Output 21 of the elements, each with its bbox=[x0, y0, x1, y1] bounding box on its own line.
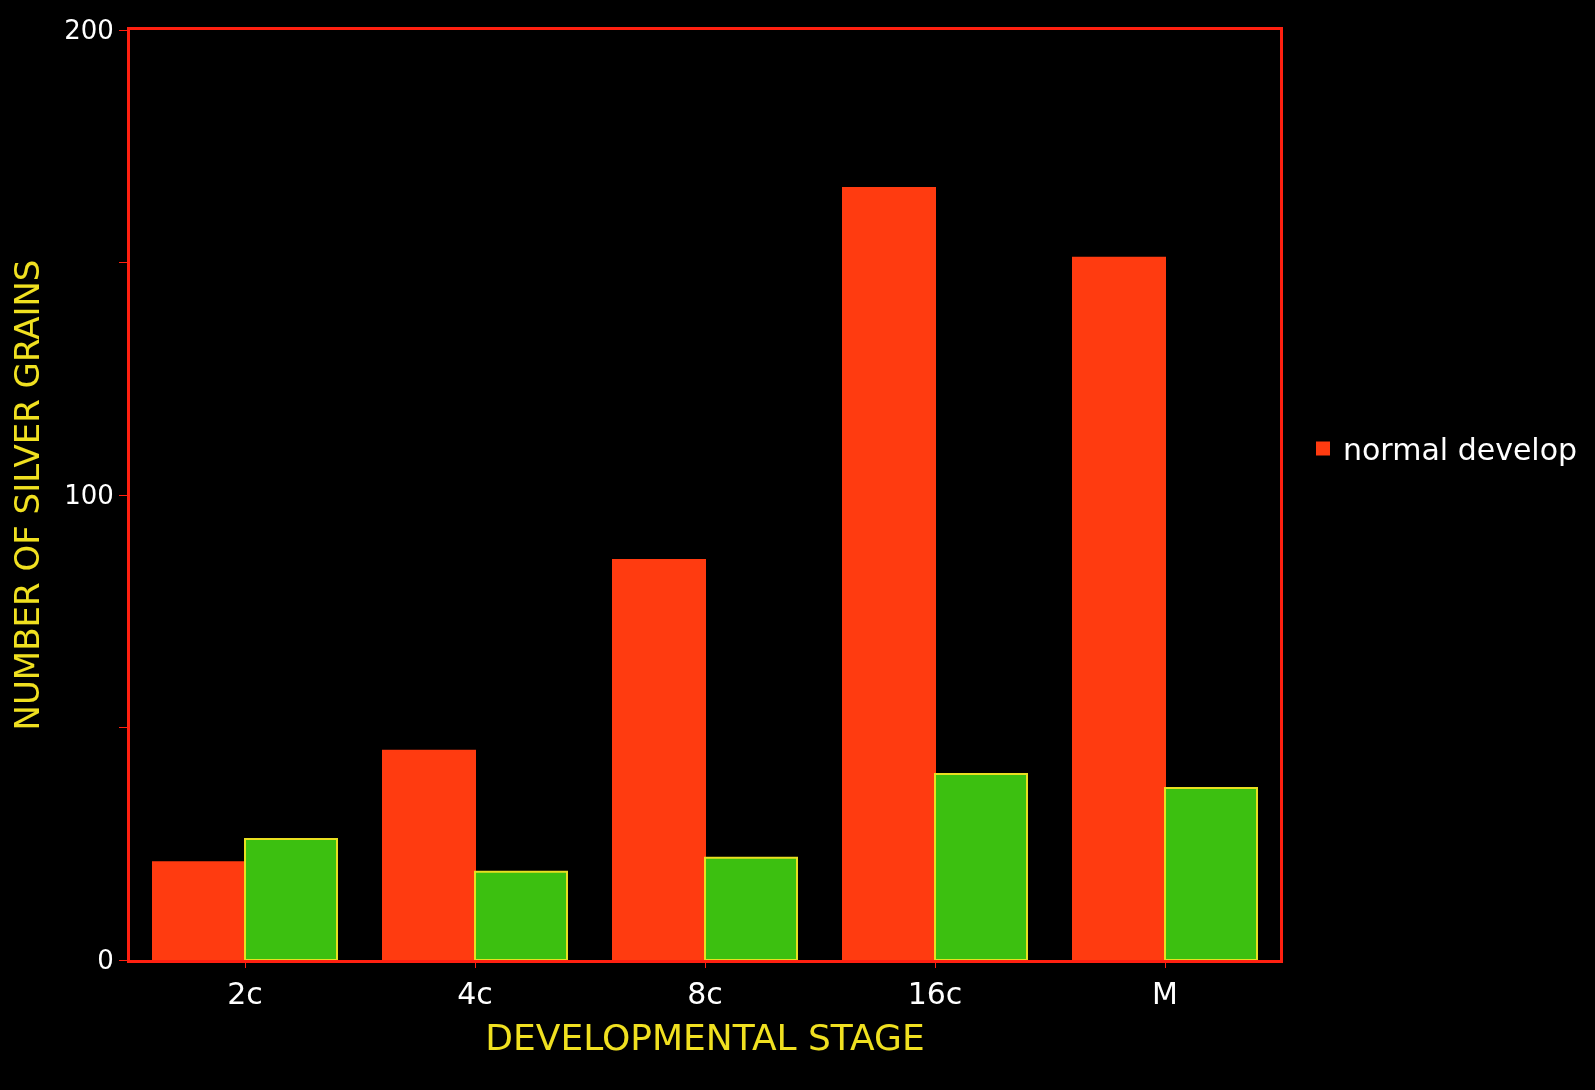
bar bbox=[474, 870, 568, 960]
bar bbox=[382, 749, 476, 960]
x-tick-label: M bbox=[1152, 976, 1178, 1011]
y-tick-label: 0 bbox=[97, 945, 114, 976]
bar bbox=[612, 559, 706, 960]
x-tick-label: 2c bbox=[227, 976, 263, 1011]
bar bbox=[934, 773, 1028, 960]
bar bbox=[704, 856, 798, 960]
legend-label: normal develop bbox=[1343, 432, 1578, 468]
x-tick-label: 8c bbox=[687, 976, 723, 1011]
y-tick-label: 100 bbox=[64, 480, 114, 511]
bar bbox=[244, 838, 338, 960]
x-tick-label: 16c bbox=[907, 976, 963, 1011]
x-tick-label: 4c bbox=[457, 976, 493, 1011]
bar bbox=[152, 861, 246, 960]
y-axis-title: NUMBER OF SILVER GRAINS bbox=[6, 259, 47, 731]
bar bbox=[1164, 786, 1258, 960]
y-tick-label: 200 bbox=[64, 15, 114, 46]
bar bbox=[1072, 256, 1166, 960]
bar bbox=[842, 187, 936, 960]
x-axis-title: DEVELOPMENTAL STAGE bbox=[485, 1016, 925, 1058]
